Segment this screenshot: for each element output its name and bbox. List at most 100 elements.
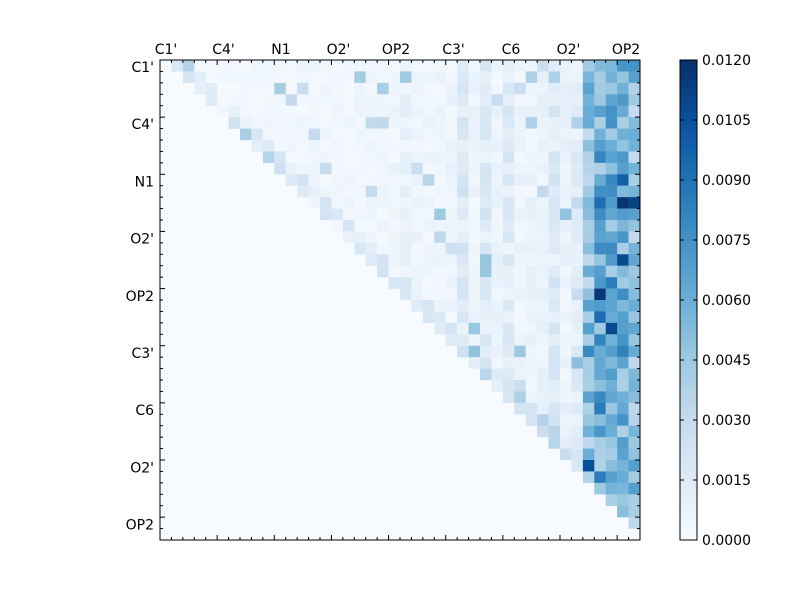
heatmap-cell xyxy=(537,334,549,346)
heatmap-cell xyxy=(605,494,618,506)
heatmap-cell xyxy=(422,208,435,221)
heatmap-cell xyxy=(514,277,526,289)
heatmap-cell xyxy=(411,277,424,289)
heatmap-cell xyxy=(468,311,481,324)
heatmap-cell xyxy=(342,162,355,175)
heatmap-cell xyxy=(582,82,595,95)
heatmap-cell xyxy=(514,300,526,312)
heatmap-cell xyxy=(411,140,424,152)
heatmap-cell xyxy=(560,82,572,95)
heatmap-cell xyxy=(388,71,401,84)
heatmap-cell xyxy=(331,208,344,221)
heatmap-cell xyxy=(411,254,424,266)
heatmap-cell xyxy=(457,334,469,346)
heatmap-cell xyxy=(582,402,595,415)
heatmap-cell xyxy=(228,71,241,84)
heatmap-cell xyxy=(457,128,469,141)
heatmap-cell xyxy=(582,368,595,381)
heatmap-cell xyxy=(605,82,618,95)
heatmap-cell xyxy=(594,185,606,198)
heatmap-cell xyxy=(491,242,504,255)
heatmap-cell xyxy=(514,82,526,95)
heatmap-cell xyxy=(422,128,435,141)
heatmap-cell xyxy=(320,174,332,186)
heatmap-cell xyxy=(560,288,572,301)
colorbar-tick-label: 0.0060 xyxy=(702,293,751,309)
heatmap-cell xyxy=(285,94,298,106)
heatmap-cell xyxy=(274,82,286,95)
heatmap-cell xyxy=(560,185,572,198)
heatmap-cell xyxy=(445,185,458,198)
heatmap-cell xyxy=(274,60,286,72)
y-tick-label: C1' xyxy=(131,60,154,76)
heatmap-cell xyxy=(628,345,641,358)
heatmap-cell xyxy=(354,208,366,221)
heatmap-cell xyxy=(548,334,561,346)
heatmap-cell xyxy=(491,311,504,324)
heatmap-cell xyxy=(582,277,595,289)
heatmap-cell xyxy=(502,380,515,392)
heatmap-cell xyxy=(605,334,618,346)
heatmap-cell xyxy=(594,300,606,312)
heatmap-cell xyxy=(537,220,549,232)
heatmap-cell xyxy=(571,128,584,141)
heatmap-cell xyxy=(537,140,549,152)
heatmap-cell xyxy=(617,128,629,141)
heatmap-cell xyxy=(514,380,526,392)
heatmap-cell xyxy=(514,117,526,129)
heatmap-cell xyxy=(491,368,504,381)
heatmap-cell xyxy=(571,368,584,381)
heatmap-cell xyxy=(548,391,561,404)
heatmap-cell xyxy=(571,220,584,232)
colorbar-tick-label: 0.0120 xyxy=(702,53,751,69)
heatmap-cell xyxy=(251,140,264,152)
heatmap-cell xyxy=(411,185,424,198)
heatmap-cell xyxy=(605,174,618,186)
heatmap-cell xyxy=(457,300,469,312)
heatmap-cell xyxy=(525,185,538,198)
heatmap-cell xyxy=(582,60,595,72)
heatmap-cell xyxy=(628,402,641,415)
heatmap-cell xyxy=(388,220,401,232)
heatmap-cell xyxy=(365,140,378,152)
heatmap-cell xyxy=(548,322,561,335)
heatmap-cell xyxy=(594,414,606,426)
heatmap-cell xyxy=(628,334,641,346)
heatmap-cell xyxy=(571,402,584,415)
heatmap-cell xyxy=(617,162,629,175)
heatmap-cell xyxy=(502,151,515,164)
heatmap-cell xyxy=(262,140,275,152)
heatmap-cell xyxy=(525,128,538,141)
heatmap-cell xyxy=(514,128,526,141)
heatmap-cell xyxy=(480,151,492,164)
heatmap-cell xyxy=(560,425,572,438)
heatmap-cell xyxy=(457,82,469,95)
x-tick-label: C6 xyxy=(502,42,521,58)
heatmap-cell xyxy=(617,117,629,129)
heatmap-cell xyxy=(582,71,595,84)
heatmap-cell xyxy=(582,414,595,426)
heatmap-cell xyxy=(457,345,469,358)
heatmap-cell xyxy=(548,414,561,426)
heatmap-cell xyxy=(491,322,504,335)
heatmap-cell xyxy=(480,345,492,358)
heatmap-cell xyxy=(217,82,229,95)
heatmap-cell xyxy=(434,185,446,198)
heatmap-cell xyxy=(217,105,229,118)
heatmap-cell xyxy=(571,425,584,438)
heatmap-cell xyxy=(571,460,584,472)
heatmap-cell xyxy=(388,208,401,221)
heatmap-cell xyxy=(514,174,526,186)
heatmap-cell xyxy=(571,94,584,106)
heatmap-cell xyxy=(434,105,446,118)
heatmap-cell xyxy=(468,162,481,175)
heatmap-cell xyxy=(571,345,584,358)
heatmap-cell xyxy=(297,60,309,72)
heatmap-cell xyxy=(548,242,561,255)
heatmap-cell xyxy=(434,265,446,278)
heatmap-cell xyxy=(377,94,389,106)
heatmap-cell xyxy=(560,277,572,289)
heatmap-cell xyxy=(468,242,481,255)
heatmap-cell xyxy=(422,242,435,255)
heatmap-cell xyxy=(400,254,412,266)
